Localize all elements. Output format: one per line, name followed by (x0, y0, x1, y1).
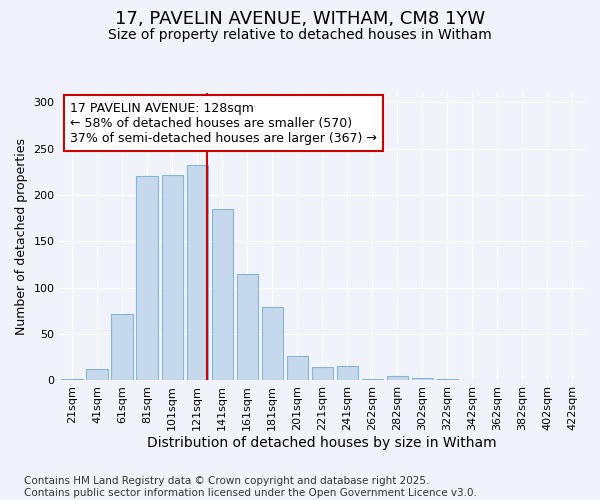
Bar (311, 366, 333, 380)
Bar (262, 307, 283, 380)
Bar (287, 356, 308, 380)
Bar (161, 174, 183, 380)
Bar (236, 274, 258, 380)
Text: Contains HM Land Registry data © Crown copyright and database right 2025.
Contai: Contains HM Land Registry data © Crown c… (24, 476, 477, 498)
Text: 17, PAVELIN AVENUE, WITHAM, CM8 1YW: 17, PAVELIN AVENUE, WITHAM, CM8 1YW (115, 10, 485, 28)
Text: 17 PAVELIN AVENUE: 128sqm
← 58% of detached houses are smaller (570)
37% of semi: 17 PAVELIN AVENUE: 128sqm ← 58% of detac… (70, 102, 377, 144)
Bar (412, 378, 433, 380)
Bar (61, 378, 83, 380)
Bar (136, 176, 158, 380)
Bar (387, 376, 408, 380)
X-axis label: Distribution of detached houses by size in Witham: Distribution of detached houses by size … (148, 436, 497, 450)
Bar (437, 378, 458, 380)
Text: Size of property relative to detached houses in Witham: Size of property relative to detached ho… (108, 28, 492, 42)
Bar (86, 370, 108, 380)
Bar (362, 378, 383, 380)
Bar (337, 366, 358, 380)
Bar (212, 209, 233, 380)
Y-axis label: Number of detached properties: Number of detached properties (15, 138, 28, 335)
Bar (187, 166, 208, 380)
Bar (112, 314, 133, 380)
